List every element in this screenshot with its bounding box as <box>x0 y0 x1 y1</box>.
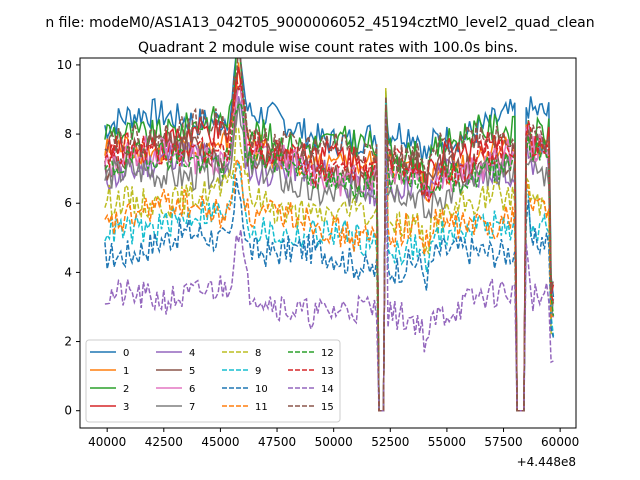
series-line-10 <box>104 106 555 412</box>
x-tick-label: 40000 <box>88 435 126 449</box>
x-tick-label: 55000 <box>428 435 466 449</box>
x-tick-label: 42500 <box>145 435 183 449</box>
legend-label-11: 11 <box>255 402 268 413</box>
legend-label-3: 3 <box>123 402 129 413</box>
y-tick-label: 6 <box>64 196 72 210</box>
legend-label-13: 13 <box>321 366 334 377</box>
y-tick-label: 2 <box>64 335 72 349</box>
series-line-2 <box>104 58 554 412</box>
legend-label-2: 2 <box>123 384 129 395</box>
y-tick-label: 10 <box>57 58 72 72</box>
x-tick-label: 57500 <box>484 435 522 449</box>
series-line-15 <box>104 58 555 412</box>
legend-label-12: 12 <box>321 348 334 359</box>
y-tick-label: 8 <box>64 127 72 141</box>
legend-label-10: 10 <box>255 384 268 395</box>
x-tick-label: 60000 <box>541 435 579 449</box>
legend-label-1: 1 <box>123 366 129 377</box>
series-line-12 <box>104 102 555 412</box>
legend-label-7: 7 <box>189 402 195 413</box>
y-tick-label: 4 <box>64 265 72 279</box>
x-axis: 40000 42500 45000 47500 50000 52500 55000 57500… <box>88 428 579 449</box>
series-line-9 <box>104 99 555 412</box>
legend-box <box>85 339 341 423</box>
series-line-14 <box>104 116 554 412</box>
x-tick-label: 47500 <box>258 435 296 449</box>
x-tick-label: 52500 <box>371 435 409 449</box>
chart-title: Quadrant 2 module wise count rates with … <box>138 40 518 56</box>
figure-suptitle: n file: modeM0/AS1A13_042T05_9000006052_… <box>45 15 594 31</box>
legend-label-5: 5 <box>189 366 195 377</box>
plot-frame <box>79 57 577 429</box>
x-tick-label: 50000 <box>315 435 353 449</box>
legend-label-0: 0 <box>123 348 129 359</box>
legend-label-8: 8 <box>255 348 261 359</box>
x-offset-label: +4.448e8 <box>517 455 576 469</box>
legend-label-4: 4 <box>189 348 195 359</box>
legend-label-6: 6 <box>189 384 195 395</box>
plot-lines <box>104 58 555 412</box>
series-line-11 <box>104 106 554 412</box>
legend-label-9: 9 <box>255 366 261 377</box>
y-tick-label: 0 <box>64 404 72 418</box>
legend-label-14: 14 <box>321 384 334 395</box>
x-tick-label: 45000 <box>201 435 239 449</box>
y-axis: 0 2 4 6 8 10 <box>57 58 80 418</box>
series-line-5 <box>104 85 554 412</box>
legend-label-15: 15 <box>321 402 334 413</box>
